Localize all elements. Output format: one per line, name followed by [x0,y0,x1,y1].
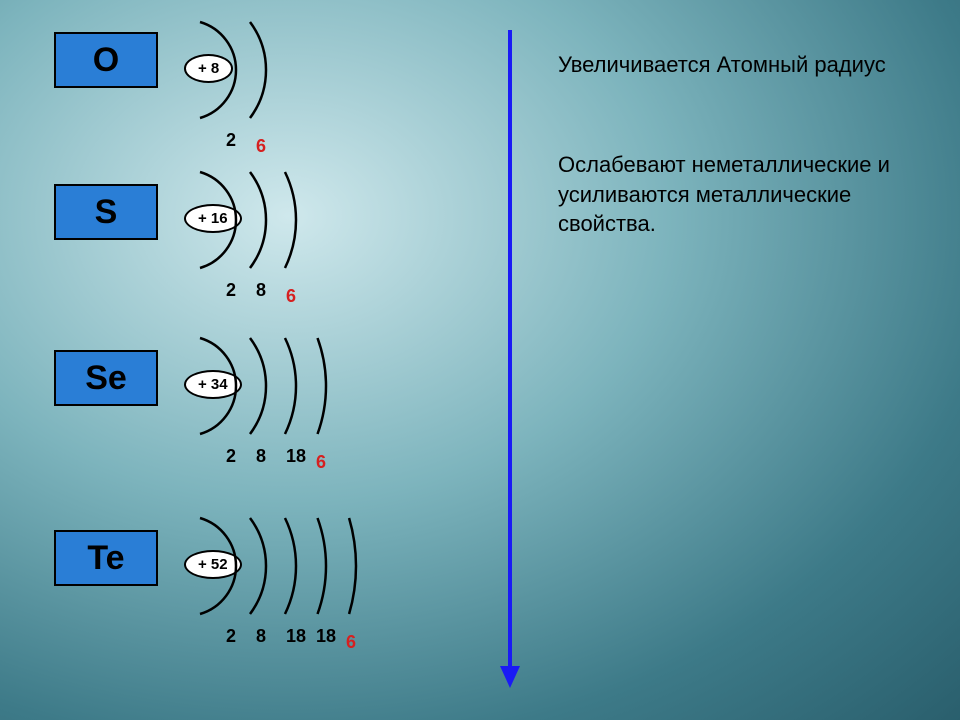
shell-electrons: 8 [256,446,266,467]
shell-electrons: 2 [226,280,236,301]
element-box-te: Te [54,530,158,586]
trend-arrow-head [500,666,520,688]
shell-electrons-outer: 6 [286,286,296,307]
element-box-s: S [54,184,158,240]
shell-arc [250,22,266,118]
shell-arc [285,518,296,614]
shell-arc [250,518,266,614]
shell-arc [200,338,236,434]
shell-arc [200,518,236,614]
shells-o [186,12,306,128]
shell-arc [200,172,236,268]
shell-electrons: 18 [316,626,336,647]
shell-arc [200,22,236,118]
shells-s [186,162,336,278]
shell-electrons-outer: 6 [256,136,266,157]
shell-electrons: 8 [256,626,266,647]
shell-arc [250,338,266,434]
element-box-se: Se [54,350,158,406]
shell-arc [349,518,356,614]
shell-arc [318,518,326,614]
shells-se [186,328,366,444]
shell-electrons: 2 [226,446,236,467]
shell-electrons-outer: 6 [346,632,356,653]
shell-arc [285,338,296,434]
shells-te [186,508,396,624]
shell-electrons: 2 [226,626,236,647]
element-box-o: O [54,32,158,88]
text-radius: Увеличивается Атомный радиус [558,50,886,80]
text-properties: Ослабевают неметаллические и усиливаются… [558,150,908,239]
trend-arrow-shaft [508,30,512,668]
shell-electrons-outer: 6 [316,452,326,473]
shell-arc [318,338,326,434]
shell-arc [285,172,296,268]
shell-electrons: 18 [286,626,306,647]
shell-arc [250,172,266,268]
shell-electrons: 18 [286,446,306,467]
shell-electrons: 8 [256,280,266,301]
shell-electrons: 2 [226,130,236,151]
